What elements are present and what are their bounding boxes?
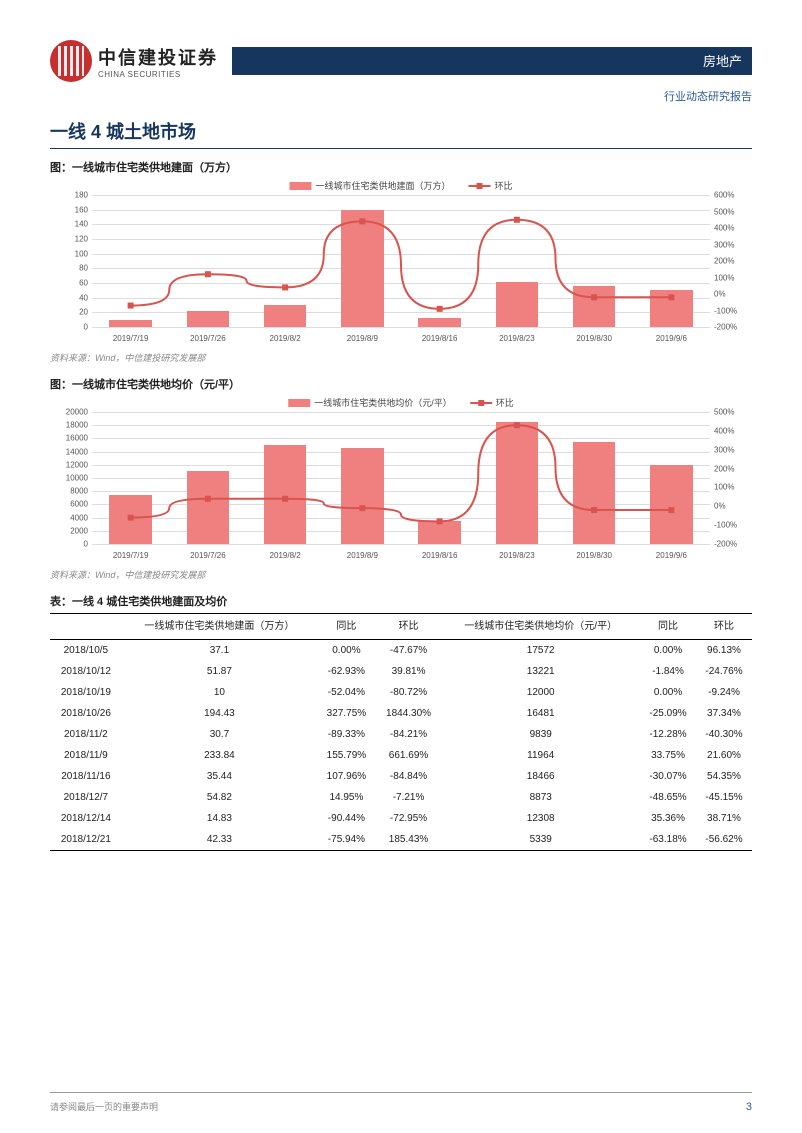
table-header: 环比 — [376, 614, 442, 640]
chart1-plot: 020406080100120140160180-200%-100%0%100%… — [92, 195, 710, 327]
header-category: 房地产 — [703, 51, 742, 70]
footer: 请参阅最后一页的重要声明 3 — [50, 1100, 752, 1113]
footer-note: 请参阅最后一页的重要声明 — [50, 1100, 158, 1113]
table-row: 2018/10/1910-52.04%-80.72%120000.00%-9.2… — [50, 682, 752, 703]
table-header — [50, 614, 122, 640]
table-title: 表：一线 4 城住宅类供地建面及均价 — [50, 593, 752, 609]
logo: 中信建投证券 CHINA SECURITIES — [50, 40, 218, 82]
chart2: 一线城市住宅类供地均价（元/平） 环比 02000400060008000100… — [50, 396, 752, 566]
data-table: 一线城市住宅类供地建面（万方）同比环比一线城市住宅类供地均价（元/平）同比环比 … — [50, 613, 752, 851]
table-header: 一线城市住宅类供地均价（元/平） — [441, 614, 640, 640]
table-row: 2018/10/26194.43327.75%1844.30%16481-25.… — [50, 703, 752, 724]
chart1-title: 图：一线城市住宅类供地建面（万方） — [50, 159, 752, 175]
chart2-source: 资料来源：Wind，中信建投研究发展部 — [50, 568, 752, 581]
table-row: 2018/11/1635.44107.96%-84.84%18466-30.07… — [50, 766, 752, 787]
header: 中信建投证券 CHINA SECURITIES 房地产 — [50, 40, 752, 82]
chart1-legend-line: 环比 — [495, 179, 513, 192]
table-header: 一线城市住宅类供地建面（万方） — [122, 614, 317, 640]
logo-icon — [50, 40, 92, 82]
chart1-legend-bar: 一线城市住宅类供地建面（万方） — [315, 179, 450, 192]
chart2-legend-bar: 一线城市住宅类供地均价（元/平） — [314, 396, 452, 409]
page-number: 3 — [746, 1101, 752, 1113]
table-header: 同比 — [317, 614, 376, 640]
table-row: 2018/12/1414.83-90.44%-72.95%1230835.36%… — [50, 808, 752, 829]
table-row: 2018/10/537.10.00%-47.67%175720.00%96.13… — [50, 640, 752, 662]
chart2-legend: 一线城市住宅类供地均价（元/平） 环比 — [288, 396, 514, 409]
report-type: 行业动态研究报告 — [50, 88, 752, 104]
chart1-legend: 一线城市住宅类供地建面（万方） 环比 — [289, 179, 512, 192]
logo-text-cn: 中信建投证券 — [98, 44, 218, 70]
table-header: 同比 — [640, 614, 696, 640]
table-row: 2018/11/9233.84155.79%661.69%1196433.75%… — [50, 745, 752, 766]
footer-divider — [50, 1092, 752, 1093]
chart2-plot: 0200040006000800010000120001400016000180… — [92, 412, 710, 544]
chart2-title: 图：一线城市住宅类供地均价（元/平） — [50, 376, 752, 392]
table-row: 2018/11/230.7-89.33%-84.21%9839-12.28%-4… — [50, 724, 752, 745]
header-bar: 房地产 — [232, 47, 752, 75]
table-header: 环比 — [696, 614, 752, 640]
chart1: 一线城市住宅类供地建面（万方） 环比 020406080100120140160… — [50, 179, 752, 349]
section-title: 一线 4 城土地市场 — [50, 118, 752, 149]
chart2-legend-line: 环比 — [496, 396, 514, 409]
logo-text-en: CHINA SECURITIES — [98, 70, 218, 79]
table-row: 2018/12/754.8214.95%-7.21%8873-48.65%-45… — [50, 787, 752, 808]
table-row: 2018/10/1251.87-62.93%39.81%13221-1.84%-… — [50, 661, 752, 682]
table-row: 2018/12/2142.33-75.94%185.43%5339-63.18%… — [50, 829, 752, 851]
chart1-source: 资料来源：Wind，中信建投研究发展部 — [50, 351, 752, 364]
